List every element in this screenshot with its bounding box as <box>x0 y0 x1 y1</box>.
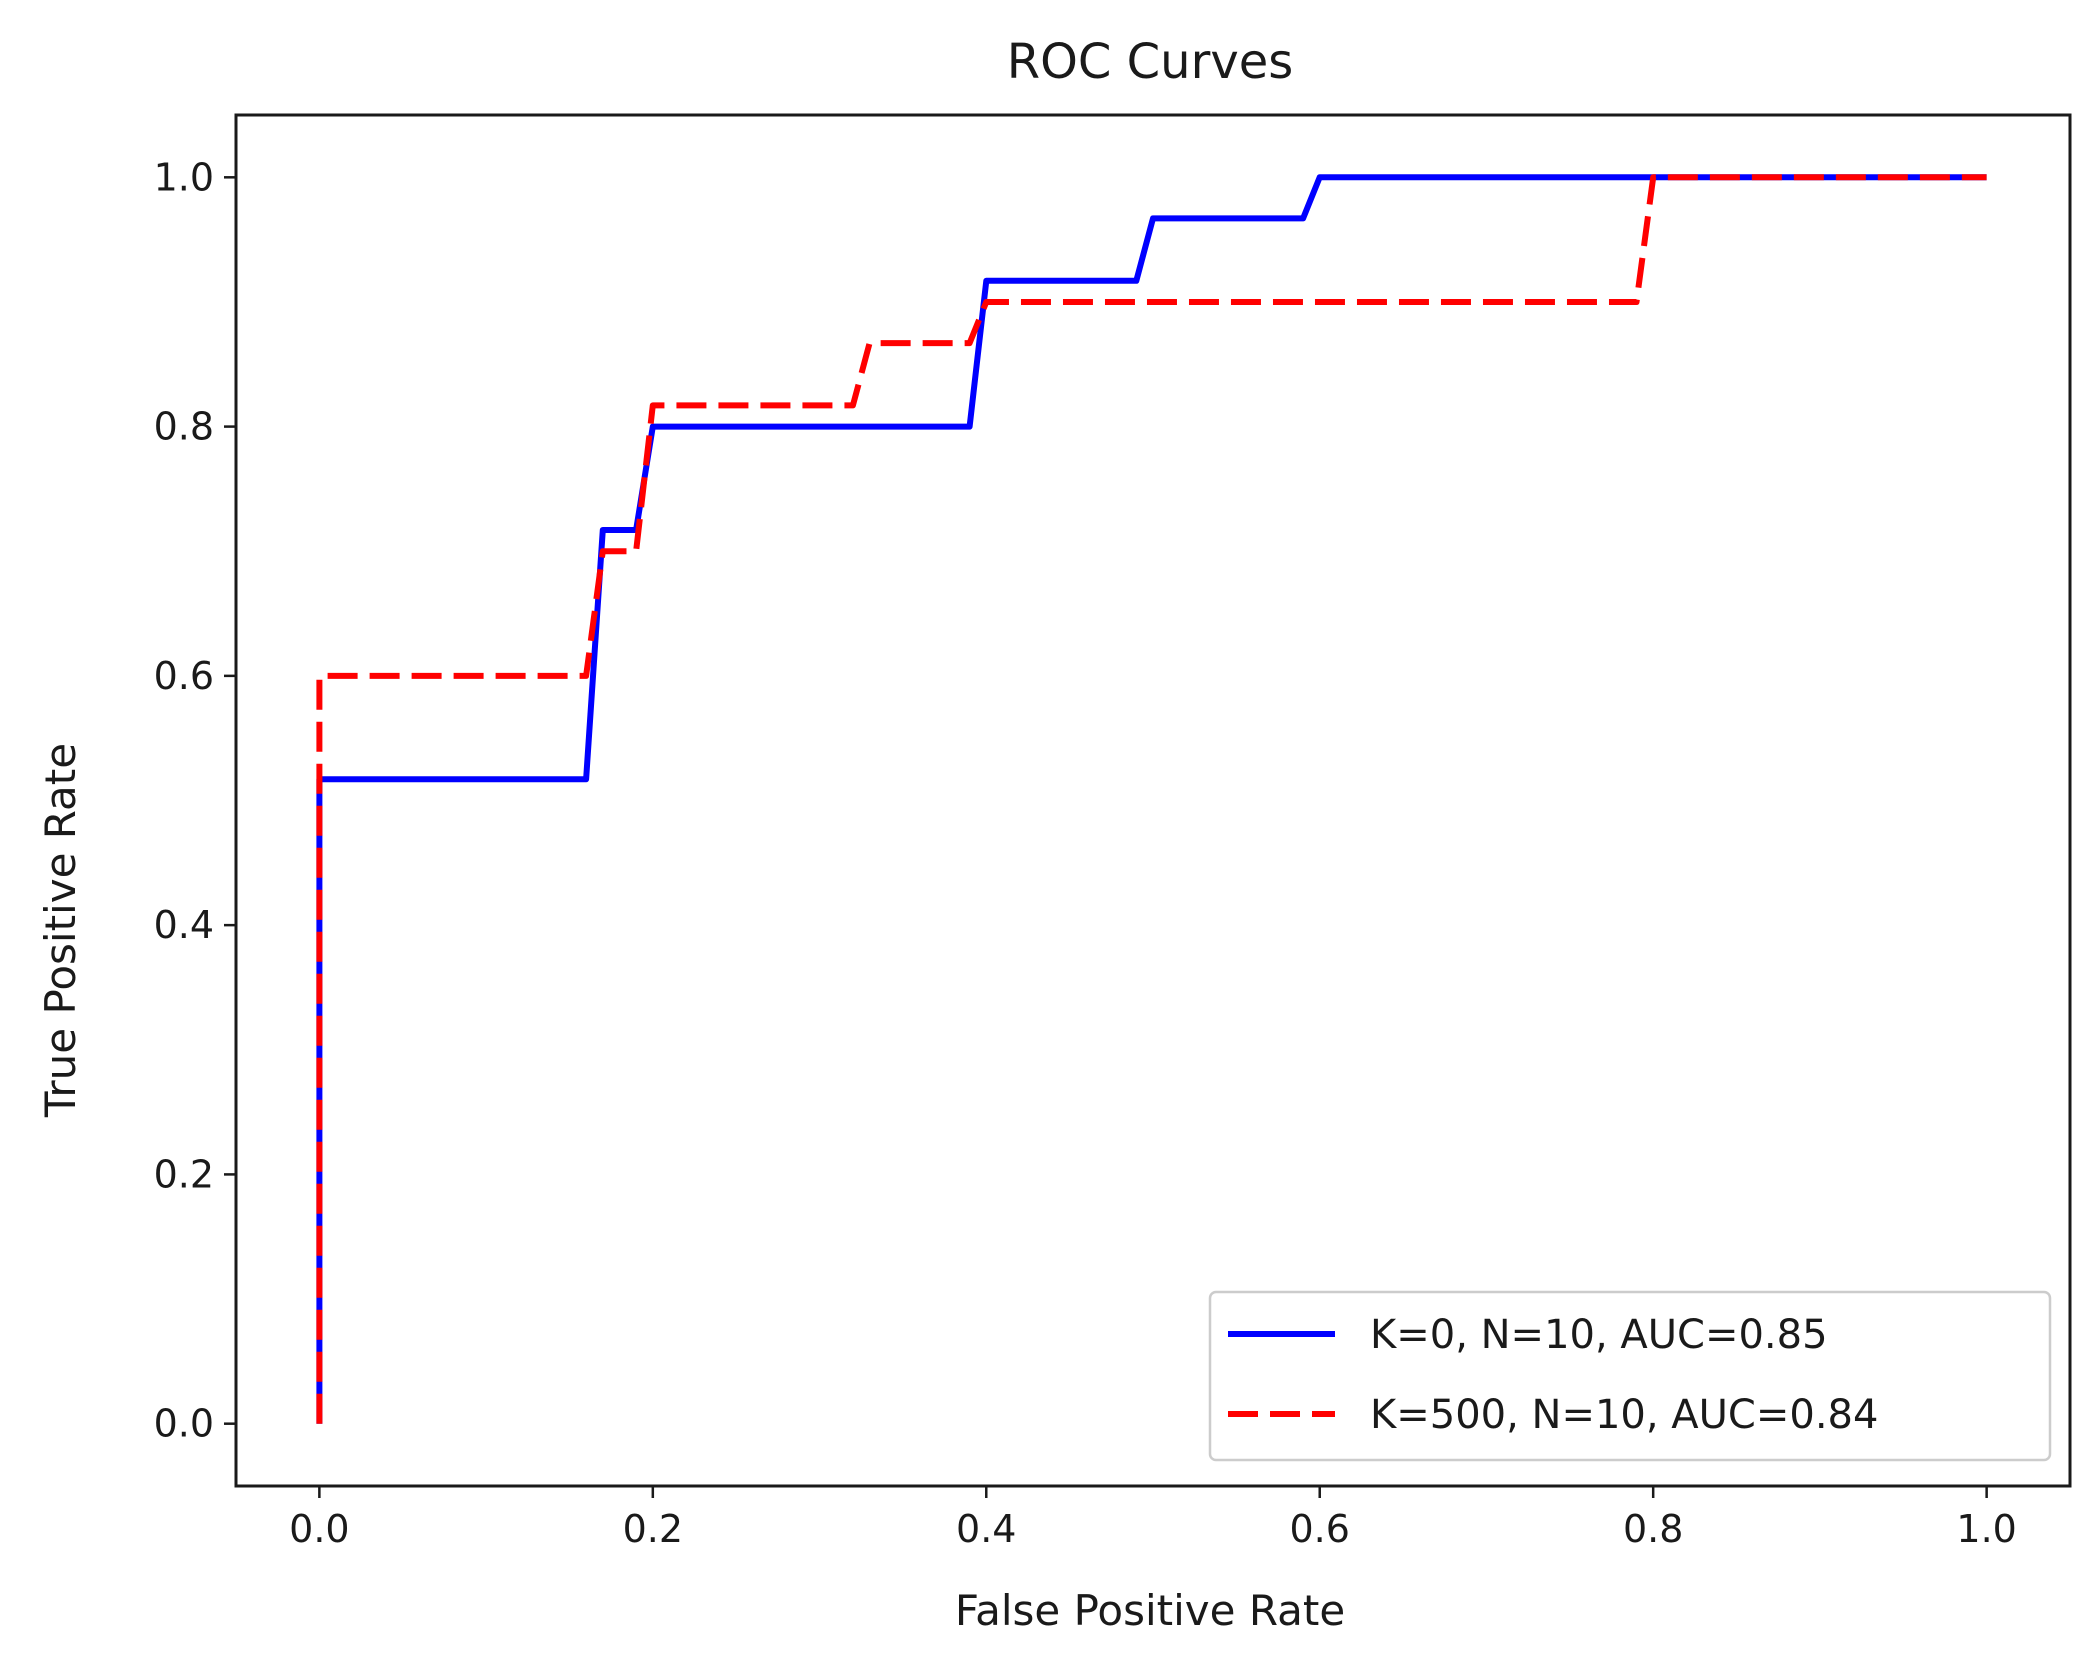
x-tick-label: 0.4 <box>956 1507 1016 1551</box>
series-line-k0 <box>316 174 1987 1424</box>
chart-title: ROC Curves <box>1007 34 1294 90</box>
y-tick-label: 0.4 <box>154 903 214 947</box>
plot-area: 0.0 0.2 0.4 0.6 0.8 1.0 0.0 0.2 0.4 0.6 0.8 1.0 <box>154 113 2072 1551</box>
x-tick-label: 0.2 <box>623 1507 683 1551</box>
legend-label: K=0, N=10, AUC=0.85 <box>1370 1312 1828 1358</box>
y-tick-label: 0.2 <box>154 1152 214 1196</box>
legend-label: K=500, N=10, AUC=0.84 <box>1370 1392 1878 1438</box>
y-axis-label: True Positive Rate <box>36 743 85 1118</box>
legend: K=0, N=10, AUC=0.85 K=500, N=10, AUC=0.84 <box>1208 1290 2052 1462</box>
legend-box <box>1208 1290 2052 1462</box>
axes-frame <box>234 113 2072 1488</box>
x-tick-label: 1.0 <box>1956 1507 2016 1551</box>
y-tick-label: 0.0 <box>154 1402 214 1446</box>
x-axis-label: False Positive Rate <box>955 1586 1345 1635</box>
y-tick-label: 0.8 <box>154 405 214 449</box>
x-tick-label: 0.6 <box>1290 1507 1350 1551</box>
x-tick-label: 0.0 <box>289 1507 349 1551</box>
series-line-k500 <box>316 174 1987 1424</box>
y-tick-label: 1.0 <box>154 155 214 199</box>
x-tick-label: 0.8 <box>1623 1507 1683 1551</box>
y-tick-label: 0.6 <box>154 654 214 698</box>
